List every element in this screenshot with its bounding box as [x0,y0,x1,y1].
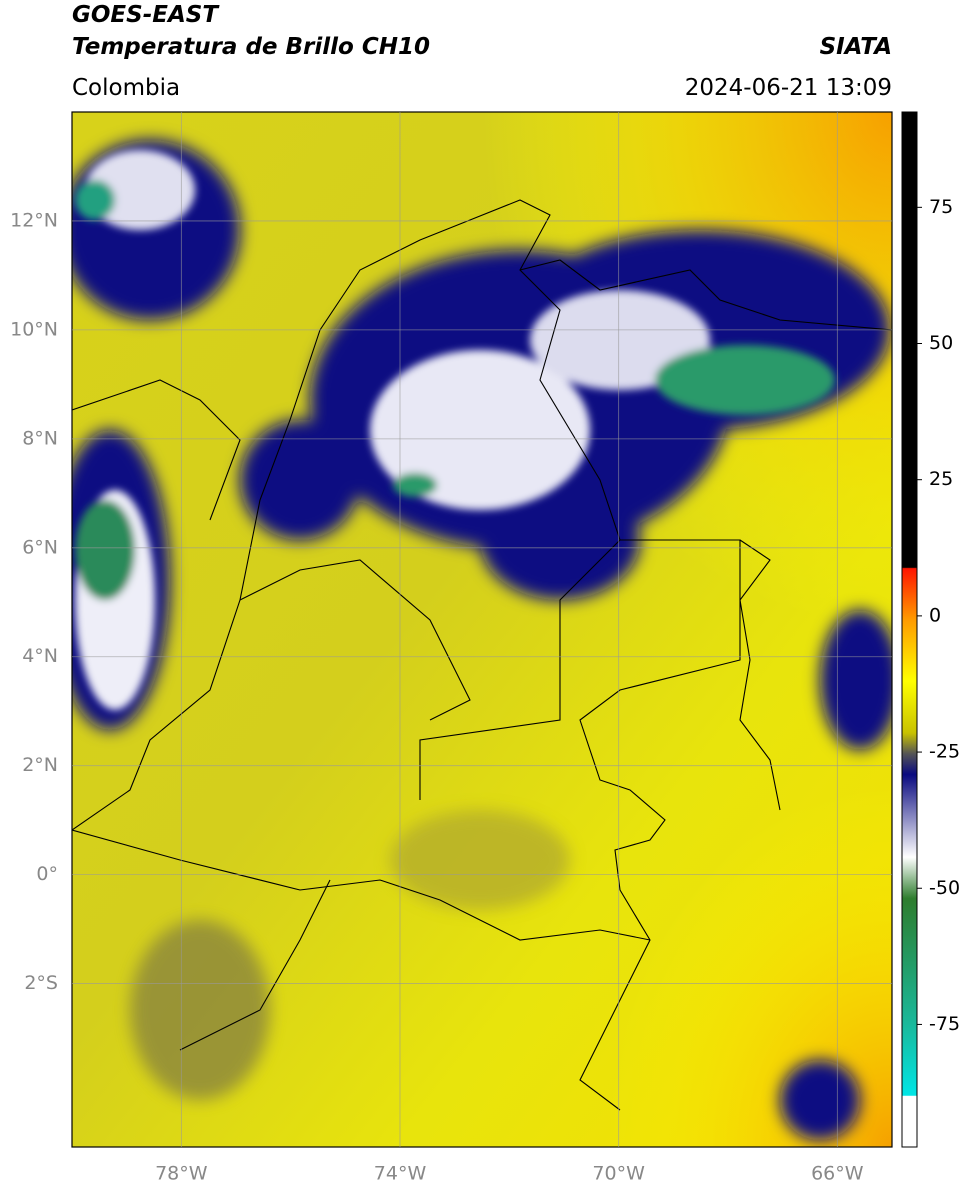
lat-tick-label: 4°N [22,645,58,667]
lon-tick-label: 74°W [374,1163,427,1185]
datetime: 2024-06-21 13:09 [685,75,892,101]
lat-tick-label: 0° [36,863,58,885]
lat-tick-label: 6°N [22,536,58,558]
colorbar-tick-label: -25 [929,741,960,763]
lat-tick-label: 2°N [22,754,58,776]
lat-tick-label: 10°N [10,318,58,340]
lon-tick-label: 70°W [592,1163,645,1185]
colorbar-tick-label: 0 [929,604,941,626]
colorbar-tick-label: -75 [929,1013,960,1035]
lat-tick-label: 8°N [22,427,58,449]
colorbar-tick-label: 50 [929,332,953,354]
lat-tick-label: 12°N [10,209,58,231]
region: Colombia [72,75,180,101]
lon-tick-label: 66°W [811,1163,864,1185]
product-title: Temperatura de Brillo CH10 [72,34,430,60]
colorbar-tick-label: -50 [929,877,960,899]
colorbar [901,111,918,1148]
colorbar-tick-label: 75 [929,196,953,218]
source: SIATA [820,34,892,60]
colorbar-tick-label: 25 [929,468,953,490]
satellite-image [72,112,892,1147]
satellite-title: GOES-EAST [72,2,220,28]
map-frame [71,111,893,1148]
lat-tick-label: 2°S [24,972,58,994]
borders [72,199,892,1111]
lon-tick-label: 78°W [155,1163,208,1185]
